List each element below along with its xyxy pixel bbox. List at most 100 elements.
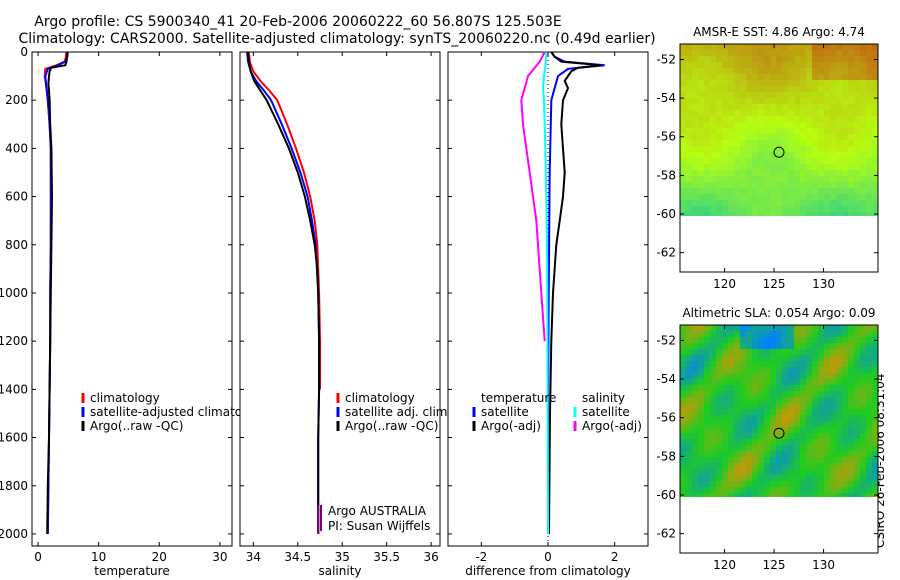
heatmap-cell [776, 56, 783, 63]
heatmap-cell [842, 56, 849, 63]
heatmap-cell [788, 164, 795, 171]
heatmap-cell [716, 409, 723, 416]
heatmap-cell [806, 74, 813, 81]
heatmap-cell [704, 116, 711, 123]
heatmap-cell [800, 475, 807, 482]
heatmap-cell [806, 385, 813, 392]
heatmap-cell [866, 68, 873, 75]
heatmap-cell [746, 50, 753, 57]
heatmap-cell [680, 421, 687, 428]
heatmap-cell [734, 194, 741, 201]
heatmap-cell [728, 92, 735, 99]
heatmap-cell [794, 80, 801, 87]
heatmap-cell [794, 433, 801, 440]
heatmap-cell [770, 206, 777, 213]
heatmap-cell [758, 379, 765, 386]
heatmap-cell [752, 481, 759, 488]
heatmap-cell [818, 194, 825, 201]
heatmap-cell [722, 391, 729, 398]
heatmap-cell [782, 116, 789, 123]
heatmap-cell [728, 349, 735, 356]
heatmap-cell [686, 379, 693, 386]
heatmap-cell [710, 164, 717, 171]
heatmap-cell [728, 200, 735, 207]
heatmap-cell [848, 182, 855, 189]
heatmap-cell [800, 349, 807, 356]
heatmap-cell [872, 331, 879, 338]
heatmap-cell [758, 128, 765, 135]
heatmap-cell [710, 146, 717, 153]
heatmap-cell [806, 463, 813, 470]
heatmap-cell [686, 92, 693, 99]
heatmap-cell [854, 194, 861, 201]
heatmap-cell [818, 385, 825, 392]
heatmap-cell [728, 337, 735, 344]
heatmap-cell [698, 56, 705, 63]
heatmap-cell [788, 475, 795, 482]
y-tick-label: 400 [5, 141, 28, 155]
heatmap-cell [734, 481, 741, 488]
heatmap-cell [686, 206, 693, 213]
heatmap-cell [692, 379, 699, 386]
heatmap-cell [854, 68, 861, 75]
heatmap-cell [734, 158, 741, 165]
heatmap-cell [818, 481, 825, 488]
heatmap-cell [776, 427, 783, 434]
heatmap-cell [686, 98, 693, 105]
heatmap-cell [812, 182, 819, 189]
heatmap-cell [710, 487, 717, 494]
y-tick-label: 600 [5, 190, 28, 204]
heatmap-cell [776, 403, 783, 410]
heatmap-cell [776, 170, 783, 177]
heatmap-cell [824, 439, 831, 446]
heatmap-cell [698, 134, 705, 141]
heatmap-cell [764, 164, 771, 171]
heatmap-cell [764, 433, 771, 440]
heatmap-cell [752, 134, 759, 141]
heatmap-cell [794, 367, 801, 374]
heatmap-cell [800, 487, 807, 494]
heatmap-cell [860, 212, 867, 217]
heatmap-cell [752, 361, 759, 368]
heatmap-cell [716, 44, 723, 51]
heatmap-cell [710, 325, 717, 332]
heatmap-cell [710, 427, 717, 434]
heatmap-cell [698, 80, 705, 87]
heatmap-cell [692, 325, 699, 332]
heatmap-cell [692, 200, 699, 207]
heatmap-cell [788, 343, 795, 350]
heatmap-cell [764, 373, 771, 380]
heatmap-cell [776, 343, 783, 350]
heatmap-cell [854, 152, 861, 159]
heatmap-cell [872, 469, 879, 476]
heatmap-cell [854, 427, 861, 434]
heatmap-cell [836, 391, 843, 398]
heatmap-cell [848, 433, 855, 440]
heatmap-cell [824, 206, 831, 213]
heatmap-cell [794, 74, 801, 81]
heatmap-cell [698, 98, 705, 105]
heatmap-cell [698, 194, 705, 201]
heatmap-cell [716, 74, 723, 81]
heatmap-cell [848, 475, 855, 482]
heatmap-cell [758, 98, 765, 105]
heatmap-cell [806, 44, 813, 51]
heatmap-cell [728, 104, 735, 111]
y-tick-label: 200 [5, 93, 28, 107]
heatmap-cell [866, 86, 873, 93]
heatmap-cell [836, 200, 843, 207]
heatmap-cell [734, 140, 741, 147]
heatmap-cell [710, 457, 717, 464]
heatmap-cell [782, 50, 789, 57]
heatmap-cell [716, 194, 723, 201]
heatmap-cell [830, 158, 837, 165]
heatmap-cell [806, 469, 813, 476]
heatmap-cell [794, 122, 801, 129]
heatmap-cell [866, 182, 873, 189]
heatmap-cell [710, 50, 717, 57]
heatmap-cell [734, 403, 741, 410]
heatmap-cell [824, 122, 831, 129]
heatmap-cell [830, 331, 837, 338]
heatmap-cell [794, 128, 801, 135]
heatmap-cell [728, 325, 735, 332]
